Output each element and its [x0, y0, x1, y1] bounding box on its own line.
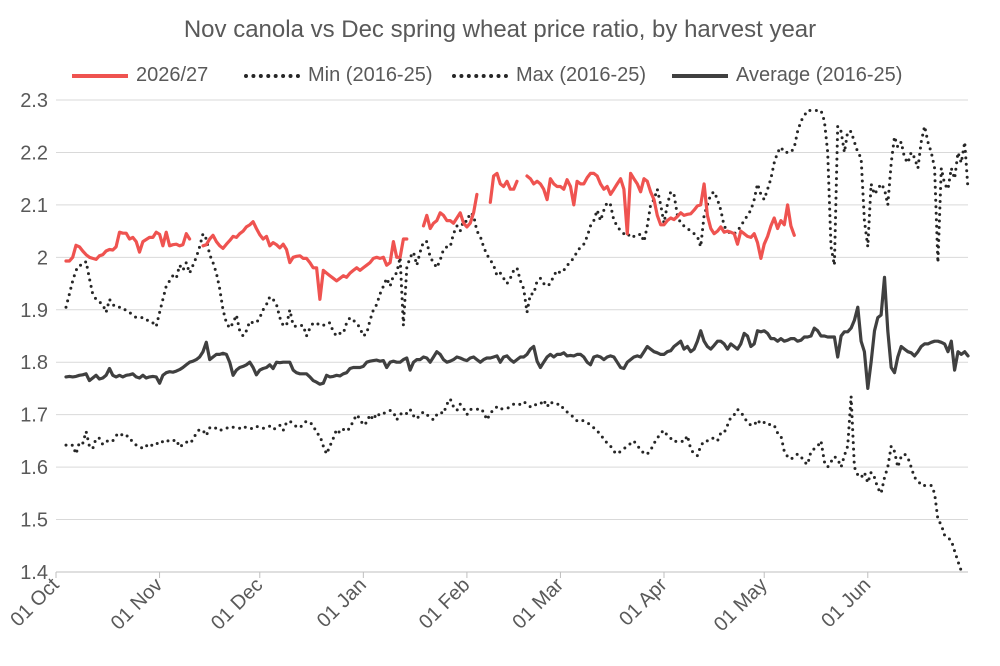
- legend-swatch: [672, 73, 728, 78]
- legend-item: Average (2016-25): [672, 64, 902, 87]
- series-line-max-2016-25: [64, 109, 970, 338]
- legend-swatch: [72, 73, 128, 78]
- y-tick-label: 1.8: [20, 352, 48, 374]
- x-axis: [55, 571, 968, 578]
- x-tick-label: 01 Jan: [313, 574, 371, 632]
- y-tick-label: 1.6: [20, 457, 48, 479]
- legend-item: 2026/27: [72, 64, 208, 87]
- chart-title: Nov canola vs Dec spring wheat price rat…: [183, 16, 817, 43]
- x-tick-label: 01 Feb: [415, 574, 475, 634]
- y-tick-label: 1.4: [20, 562, 48, 584]
- x-tick-label: 01 May: [710, 574, 772, 636]
- series-line-2026-27: [64, 230, 192, 263]
- x-tick-label: 01 Dec: [207, 574, 267, 634]
- gridlines: [56, 99, 968, 521]
- x-axis-labels: 01 Oct 01 Nov 01 Dec 01 Jan 01 Feb 01 Mar 01 A…: [6, 574, 875, 636]
- series-line-2026-27: [488, 171, 519, 204]
- x-tick-label: 01 Apr: [615, 574, 672, 631]
- legend-label: 2026/27: [136, 64, 209, 86]
- y-tick-label: 1.5: [20, 510, 48, 532]
- legend-swatch: [452, 73, 508, 78]
- legend-label: Average (2016-25): [736, 64, 903, 86]
- legend-item: Min (2016-25): [244, 64, 433, 87]
- series-line-min-2016-25: [64, 394, 963, 573]
- legend-label: Min (2016-25): [308, 64, 433, 86]
- x-tick-label: 01 Mar: [508, 574, 568, 634]
- series-line-average-2016-25: [64, 275, 970, 390]
- y-tick-label: 1.7: [20, 405, 48, 427]
- y-tick-label: 2.3: [20, 90, 48, 112]
- legend-swatch: [244, 73, 300, 78]
- y-tick-label: 2.2: [20, 142, 48, 164]
- chart-legend: 2026/27 Min (2016-25) Max (2016-25) Average…: [0, 64, 1000, 94]
- series-lines: [64, 109, 970, 573]
- y-tick-label: 2: [37, 247, 48, 269]
- y-axis-labels: 1.4 1.5 1.6 1.7 1.8 1.9 2 2.1 2.2 2.3: [20, 90, 48, 584]
- y-tick-label: 1.9: [20, 300, 48, 322]
- series-line-2026-27: [201, 220, 409, 301]
- series-line-2026-27: [525, 171, 796, 260]
- y-tick-label: 2.1: [20, 195, 48, 217]
- legend-item: Max (2016-25): [452, 64, 646, 87]
- x-tick-label: 01 Nov: [107, 574, 167, 634]
- x-tick-label: 01 Jun: [817, 574, 875, 632]
- series-line-2026-27: [421, 192, 479, 231]
- legend-label: Max (2016-25): [516, 64, 647, 86]
